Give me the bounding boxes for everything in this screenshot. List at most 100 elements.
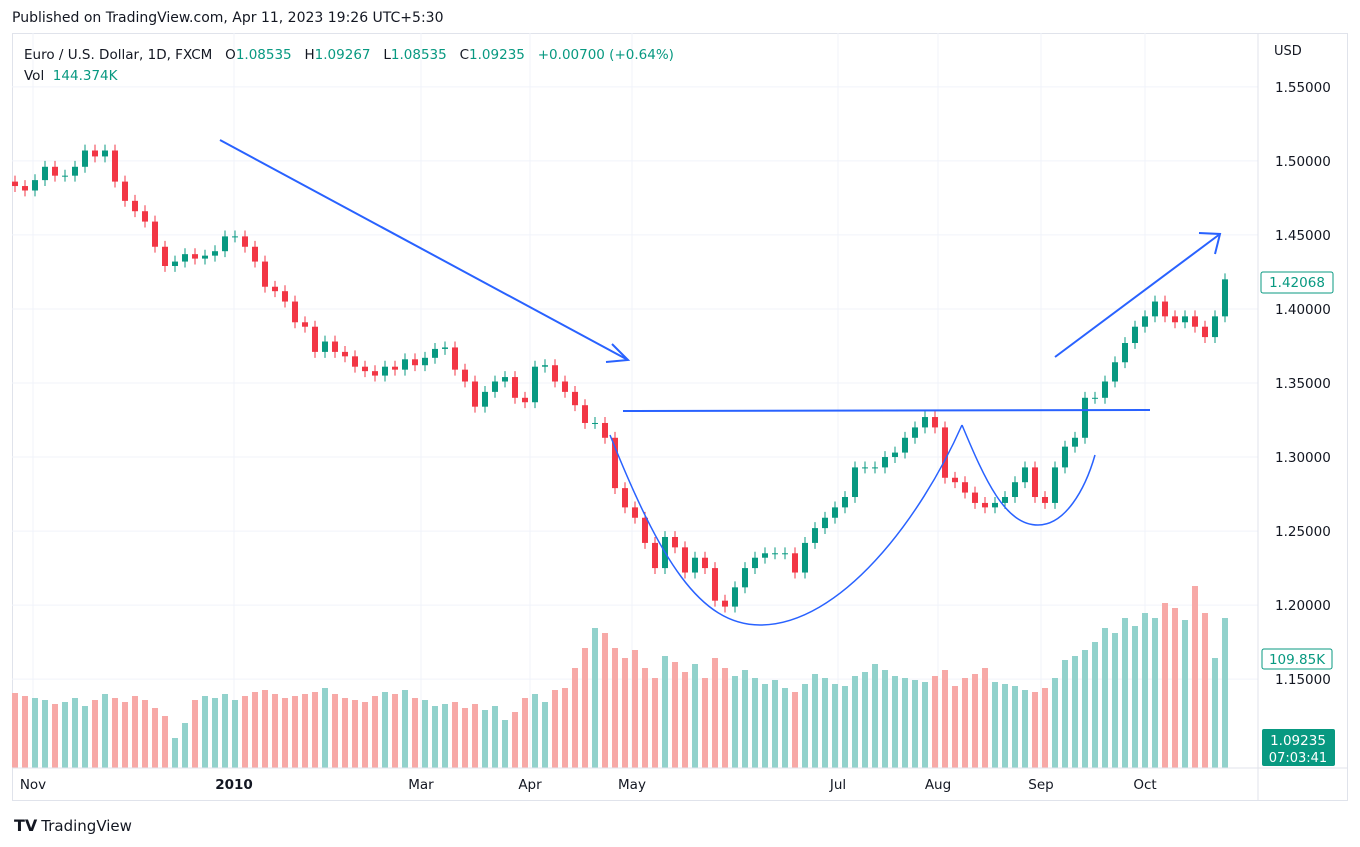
- candle-body: [1122, 343, 1128, 363]
- volume-bar: [852, 676, 858, 768]
- volume-bar: [1002, 684, 1008, 768]
- x-tick-label: May: [618, 777, 646, 793]
- volume-bar: [342, 698, 348, 768]
- candle-body: [922, 417, 928, 428]
- volume-bar: [1122, 618, 1128, 768]
- volume-bar: [832, 684, 838, 768]
- volume-bar: [762, 684, 768, 768]
- candle-body: [682, 547, 688, 573]
- candle-body: [462, 369, 468, 382]
- volume-bar: [92, 700, 98, 768]
- volume-bar: [992, 682, 998, 768]
- open-label: O: [225, 47, 236, 63]
- candle-body: [1042, 497, 1048, 503]
- volume-bar: [332, 694, 338, 768]
- volume-bar: [802, 684, 808, 768]
- volume-bar: [842, 686, 848, 768]
- candle-body: [992, 502, 998, 508]
- candle-body: [362, 366, 368, 372]
- y-tick-label: 1.25000: [1275, 524, 1331, 540]
- volume-bar: [722, 668, 728, 768]
- volume-bar: [772, 680, 778, 768]
- volume-bar: [582, 648, 588, 768]
- last-price-tag: 1.42068: [1260, 271, 1334, 294]
- volume-bar: [262, 690, 268, 768]
- volume-bar: [542, 702, 548, 768]
- candle-body: [1142, 316, 1148, 327]
- candle-body: [762, 553, 768, 558]
- candle-body: [752, 557, 758, 569]
- candle-body: [862, 467, 868, 469]
- candle-body: [732, 587, 738, 607]
- volume-bar: [72, 698, 78, 768]
- volume-bar: [872, 664, 878, 768]
- candle-body: [632, 507, 638, 518]
- volume-bar: [62, 702, 68, 768]
- candle-body: [262, 261, 268, 287]
- volume-bar: [1142, 613, 1148, 768]
- candle-body: [1052, 467, 1058, 503]
- y-tick-label: 1.30000: [1275, 450, 1331, 466]
- volume-bar: [532, 694, 538, 768]
- volume-bar: [462, 708, 468, 768]
- x-tick-label: 2010: [215, 777, 253, 793]
- candle-body: [12, 181, 18, 187]
- volume-bar: [172, 738, 178, 768]
- volume-bar: [12, 693, 18, 768]
- candle-body: [672, 536, 678, 548]
- volume-bar: [522, 698, 528, 768]
- candle-body: [272, 286, 278, 292]
- volume-bar: [212, 698, 218, 768]
- candle-body: [652, 542, 658, 569]
- candle-body: [32, 180, 38, 191]
- volume-bar: [1112, 633, 1118, 768]
- volume-bar: [982, 668, 988, 768]
- chart-frame[interactable]: [12, 33, 1348, 801]
- candle-body: [412, 359, 418, 366]
- candle-body: [962, 482, 968, 493]
- candle-body: [122, 181, 128, 201]
- candle-body: [422, 357, 428, 366]
- candle-body: [782, 553, 788, 555]
- volume-bar: [642, 668, 648, 768]
- candle-body: [642, 517, 648, 543]
- volume-bar: [222, 694, 228, 768]
- candle-body: [802, 542, 808, 573]
- candle-body: [402, 359, 408, 370]
- volume-title: Vol: [24, 68, 45, 84]
- volume-bar: [962, 678, 968, 768]
- candle-body: [1182, 316, 1188, 323]
- candle-body: [322, 341, 328, 352]
- candle-body: [132, 200, 138, 212]
- volume-bar: [652, 678, 658, 768]
- candle-body: [212, 251, 218, 256]
- candle-body: [822, 517, 828, 529]
- volume-bar: [502, 720, 508, 768]
- volume-bar: [142, 700, 148, 768]
- footer-brand[interactable]: 𝗧𝗩 TradingView: [14, 816, 132, 835]
- volume-bar: [1192, 586, 1198, 768]
- candle-body: [1032, 467, 1038, 498]
- volume-bar: [622, 658, 628, 768]
- volume-bar: [202, 696, 208, 768]
- volume-bar: [572, 668, 578, 768]
- price-axis: 1.55000 1.50000 1.45000 1.40000 1.35000 1.300…: [1275, 80, 1331, 688]
- x-tick-label: Sep: [1028, 777, 1053, 793]
- candle-body: [42, 166, 48, 181]
- candle-body: [282, 291, 288, 302]
- candle-body: [232, 236, 238, 238]
- volume-bar: [662, 656, 668, 768]
- volume-bar: [562, 688, 568, 768]
- candle-body: [312, 326, 318, 352]
- high-label: H: [304, 47, 315, 63]
- tradingview-logo-icon: 𝗧𝗩: [14, 816, 38, 835]
- candle-body: [492, 381, 498, 392]
- cup-curve: [609, 424, 963, 626]
- volume-bar: [352, 700, 358, 768]
- volume-bars: [12, 586, 1228, 768]
- volume-bar: [602, 633, 608, 768]
- candle-body: [112, 150, 118, 182]
- volume-bar: [752, 678, 758, 768]
- candle-body: [562, 381, 568, 392]
